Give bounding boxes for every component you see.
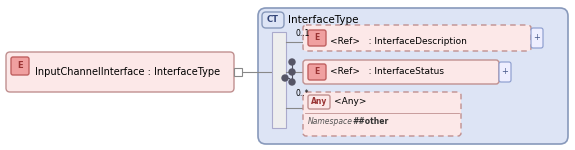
Circle shape bbox=[289, 59, 295, 65]
Text: E: E bbox=[17, 61, 23, 70]
FancyBboxPatch shape bbox=[308, 30, 326, 46]
Text: +: + bbox=[534, 33, 540, 42]
Text: Namespace: Namespace bbox=[308, 117, 353, 126]
Circle shape bbox=[289, 69, 295, 75]
FancyBboxPatch shape bbox=[531, 28, 543, 48]
Text: <Ref>   : InterfaceStatus: <Ref> : InterfaceStatus bbox=[330, 68, 444, 76]
Text: +: + bbox=[501, 68, 508, 76]
FancyBboxPatch shape bbox=[303, 60, 499, 84]
Text: <Ref>   : InterfaceDescription: <Ref> : InterfaceDescription bbox=[330, 38, 467, 46]
FancyBboxPatch shape bbox=[308, 64, 326, 80]
FancyBboxPatch shape bbox=[11, 57, 29, 75]
Text: E: E bbox=[315, 33, 320, 42]
FancyBboxPatch shape bbox=[258, 8, 568, 144]
Text: InputChannelInterface : InterfaceType: InputChannelInterface : InterfaceType bbox=[35, 67, 220, 77]
FancyBboxPatch shape bbox=[262, 12, 284, 28]
Text: ##other: ##other bbox=[352, 117, 388, 126]
Text: E: E bbox=[315, 68, 320, 76]
Text: 0..1: 0..1 bbox=[295, 30, 309, 39]
FancyBboxPatch shape bbox=[303, 25, 531, 51]
FancyBboxPatch shape bbox=[308, 95, 330, 109]
FancyBboxPatch shape bbox=[499, 62, 511, 82]
Circle shape bbox=[282, 75, 288, 81]
FancyBboxPatch shape bbox=[303, 92, 461, 136]
Text: <Any>: <Any> bbox=[334, 98, 366, 106]
Text: Any: Any bbox=[311, 98, 327, 106]
FancyBboxPatch shape bbox=[6, 52, 234, 92]
Text: CT: CT bbox=[267, 15, 279, 24]
Text: InterfaceType: InterfaceType bbox=[288, 15, 358, 25]
Bar bbox=[234, 68, 242, 76]
Circle shape bbox=[289, 79, 295, 85]
Bar bbox=[272, 32, 286, 128]
Text: 0..*: 0..* bbox=[295, 90, 309, 99]
